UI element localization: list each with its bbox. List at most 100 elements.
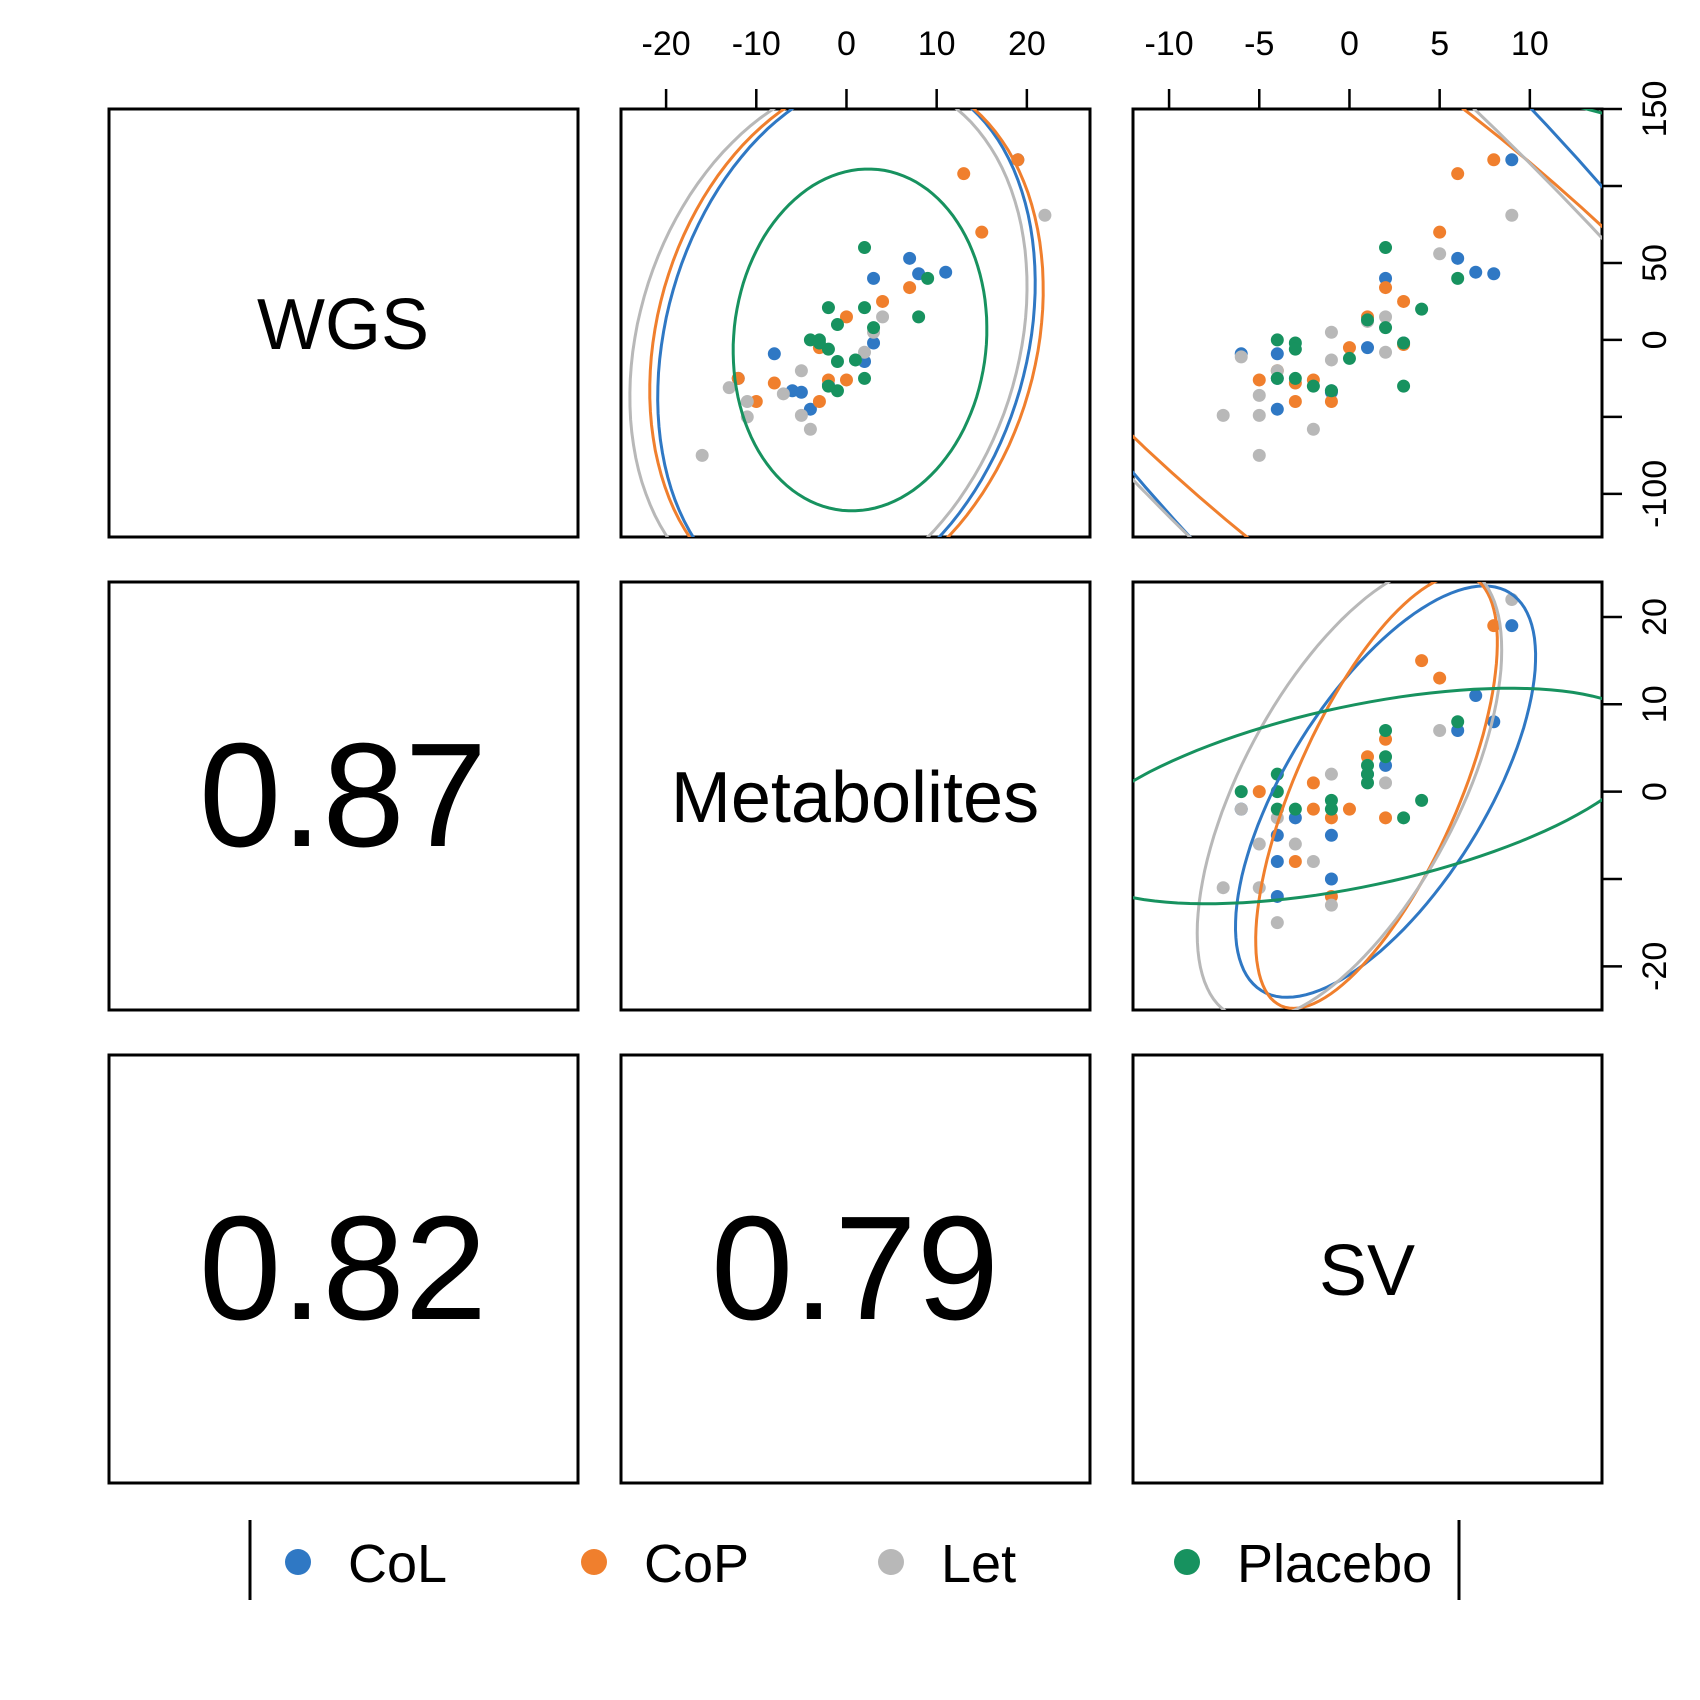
data-point-placebo-wgs-vs-sv-11: [1270, 371, 1284, 385]
data-point-col-metabolites-vs-sv-9: [1324, 872, 1338, 886]
data-point-placebo-wgs-vs-sv-7: [1288, 342, 1302, 356]
data-point-cop-wgs-vs-metabolites-9: [812, 395, 826, 409]
data-point-placebo-wgs-vs-metabolites-0: [858, 241, 872, 255]
data-point-let-wgs-vs-sv-11: [1252, 448, 1266, 462]
data-point-placebo-wgs-vs-sv-12: [1288, 371, 1302, 385]
data-point-placebo-metabolites-vs-sv-14: [1379, 750, 1393, 764]
data-point-placebo-metabolites-vs-sv-9: [1324, 793, 1338, 807]
data-point-cop-metabolites-vs-sv-6: [1306, 802, 1320, 816]
legend-dot-cop: [581, 1549, 607, 1575]
x-axis-metabolites-tick-label: -20: [642, 25, 691, 63]
data-point-placebo-wgs-vs-sv-10: [1397, 336, 1411, 350]
y-axis-metabolites-tick-label: 10: [1636, 685, 1674, 723]
correlation-value-sv-wgs: 0.82: [199, 1186, 487, 1351]
ellipse-cop-wgs-vs-sv: [1133, 109, 1602, 537]
data-point-col-wgs-vs-sv-2: [1469, 265, 1483, 279]
panel-sv-label: [1131, 1053, 1604, 1485]
data-point-col-metabolites-vs-sv-11: [1324, 828, 1338, 842]
data-point-cop-metabolites-vs-sv-9: [1288, 855, 1302, 869]
x-axis-sv-tick-label: 10: [1511, 25, 1549, 63]
data-point-placebo-wgs-vs-metabolites-1: [921, 271, 935, 285]
data-point-let-metabolites-vs-sv-5: [1288, 837, 1302, 851]
x-axis-metabolites-tick-label: 10: [918, 25, 956, 63]
ellipse-placebo-wgs-vs-metabolites: [731, 167, 989, 513]
data-point-placebo-wgs-vs-metabolites-15: [821, 379, 835, 393]
data-point-col-wgs-vs-sv-4: [1379, 271, 1393, 285]
data-point-cop-wgs-vs-sv-2: [1433, 225, 1447, 239]
data-point-placebo-wgs-vs-metabolites-6: [830, 318, 844, 332]
data-point-cop-wgs-vs-sv-0: [1487, 153, 1501, 167]
data-point-let-wgs-vs-metabolites-8: [803, 422, 817, 436]
x-axis-sv-tick-label: -5: [1244, 25, 1274, 63]
data-point-placebo-wgs-vs-sv-2: [1415, 302, 1429, 316]
x-axis-sv-tick-label: 5: [1430, 25, 1449, 63]
data-point-placebo-wgs-vs-sv-13: [1324, 384, 1338, 398]
data-point-cop-wgs-vs-sv-1: [1451, 167, 1465, 181]
data-point-placebo-metabolites-vs-sv-6: [1288, 802, 1302, 816]
y-axis-wgs-tick-label: 50: [1636, 244, 1674, 282]
data-point-placebo-wgs-vs-metabolites-2: [912, 310, 926, 324]
data-point-placebo-metabolites-vs-sv-0: [1379, 723, 1393, 737]
data-point-let-wgs-vs-metabolites-11: [722, 381, 736, 395]
data-point-placebo-wgs-vs-metabolites-3: [867, 321, 881, 335]
data-point-placebo-metabolites-vs-sv-10: [1397, 811, 1411, 825]
data-point-col-wgs-vs-metabolites-3: [939, 265, 953, 279]
legend: CoL CoP Let Placebo: [248, 1520, 1461, 1600]
data-point-cop-metabolites-vs-sv-5: [1306, 776, 1320, 790]
data-point-cop-wgs-vs-metabolites-3: [903, 281, 917, 295]
x-axis-metabolites-tick-label: 20: [1008, 25, 1046, 63]
legend-label-col: CoL: [348, 1534, 447, 1594]
data-point-let-metabolites-vs-sv-2: [1379, 776, 1393, 790]
data-point-placebo-wgs-vs-sv-5: [1270, 333, 1284, 347]
x-axis-metabolites-tick-label: 0: [837, 25, 856, 63]
ellipse-let-wgs-vs-sv: [1133, 109, 1602, 537]
data-point-placebo-wgs-vs-sv-8: [1342, 351, 1356, 365]
data-point-let-metabolites-vs-sv-7: [1216, 881, 1230, 895]
ellipse-col-wgs-vs-sv: [1133, 109, 1602, 537]
data-point-placebo-wgs-vs-metabolites-10: [812, 336, 826, 350]
ellipse-col-metabolites-vs-sv: [1233, 584, 1538, 999]
data-point-cop-metabolites-vs-sv-8: [1342, 802, 1356, 816]
data-point-col-wgs-vs-metabolites-4: [867, 271, 881, 285]
data-point-let-wgs-vs-metabolites-7: [794, 408, 808, 422]
data-point-cop-wgs-vs-metabolites-1: [957, 167, 971, 181]
data-point-placebo-wgs-vs-sv-3: [1361, 313, 1374, 327]
data-point-col-wgs-vs-metabolites-11: [867, 336, 881, 350]
data-point-let-wgs-vs-sv-10: [1306, 422, 1320, 436]
data-point-cop-wgs-vs-metabolites-11: [767, 376, 781, 390]
variable-label-wgs: WGS: [257, 285, 429, 365]
data-point-col-metabolites-vs-sv-1: [1469, 689, 1483, 703]
correlation-value-sv-metabolites: 0.79: [711, 1186, 999, 1351]
data-point-col-wgs-vs-metabolites-8: [794, 385, 808, 399]
y-axis-wgs-tick-label: 0: [1636, 330, 1674, 349]
data-point-cop-wgs-vs-sv-3: [1379, 281, 1393, 295]
panel-corr-sv-wgs: [107, 1053, 580, 1485]
data-point-cop-wgs-vs-metabolites-4: [876, 294, 890, 308]
data-point-placebo-metabolites-vs-sv-13: [1361, 767, 1374, 781]
data-point-placebo-metabolites-vs-sv-12: [1234, 785, 1248, 799]
data-point-placebo-wgs-vs-metabolites-14: [858, 371, 872, 385]
panel-metabolites-label: [619, 580, 1092, 1012]
data-point-let-metabolites-vs-sv-6: [1252, 837, 1266, 851]
legend-dot-col: [285, 1549, 311, 1575]
data-point-let-wgs-vs-metabolites-5: [794, 364, 808, 378]
data-point-let-wgs-vs-metabolites-3: [858, 345, 872, 359]
data-point-placebo-wgs-vs-sv-14: [1397, 379, 1411, 393]
data-point-placebo-wgs-vs-sv-9: [1306, 379, 1320, 393]
data-point-col-wgs-vs-metabolites-5: [767, 347, 781, 361]
panel-corr-metabolites-wgs: [107, 580, 580, 1012]
data-point-let-wgs-vs-metabolites-6: [776, 387, 790, 401]
correlation-value-metabolites-wgs: 0.87: [199, 713, 487, 878]
ellipse-let-metabolites-vs-sv: [1195, 582, 1504, 1010]
data-point-col-wgs-vs-metabolites-1: [903, 251, 917, 265]
x-axis-sv-tick-label: -10: [1145, 25, 1194, 63]
data-point-cop-wgs-vs-metabolites-2: [975, 225, 989, 239]
data-point-cop-wgs-vs-sv-10: [1252, 373, 1266, 387]
x-axis-metabolites-tick-label: -10: [732, 25, 781, 63]
plot-layer: [628, 109, 1602, 1010]
y-axis-wgs-tick-label: 150: [1636, 81, 1674, 138]
data-point-col-wgs-vs-sv-1: [1451, 251, 1465, 265]
x-axis-sv-tick-label: 0: [1340, 25, 1359, 63]
data-point-let-wgs-vs-sv-4: [1379, 345, 1393, 359]
